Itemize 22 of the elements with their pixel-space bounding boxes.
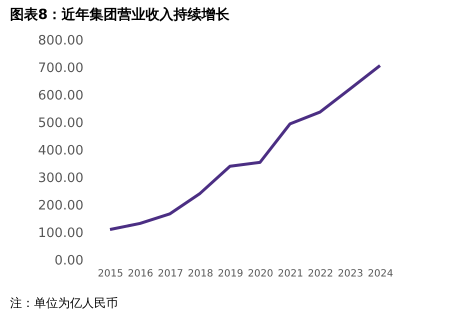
- x-tick-label: 2023: [338, 268, 364, 280]
- x-tick-label: 2024: [368, 268, 394, 280]
- x-tick-label: 2017: [158, 268, 184, 280]
- x-tick-label: 2018: [188, 268, 214, 280]
- x-tick-label: 2022: [308, 268, 334, 280]
- y-tick-label: 800.00: [38, 34, 84, 48]
- y-tick-label: 300.00: [38, 171, 84, 186]
- x-tick-label: 2019: [218, 268, 244, 280]
- text: 注：单位为亿人民币: [10, 296, 118, 310]
- x-tick-label: 2015: [98, 268, 124, 280]
- chart-title: 图表8：近年集团营业收入持续增长: [10, 6, 231, 23]
- x-tick-label: 2016: [128, 268, 154, 280]
- line-series: [108, 64, 382, 231]
- y-tick-label: 600.00: [38, 88, 84, 104]
- y-tick-label: 200.00: [38, 198, 84, 214]
- y-tick-label: 100.00: [38, 226, 84, 241]
- x-tick-label: 2021: [278, 268, 304, 280]
- y-tick-label: 0.00: [54, 254, 84, 268]
- y-tick-label: 500.00: [38, 116, 84, 131]
- y-tick-label: 700.00: [38, 61, 84, 76]
- x-tick-label: 2020: [248, 268, 274, 280]
- y-tick-label: 400.00: [38, 144, 84, 158]
